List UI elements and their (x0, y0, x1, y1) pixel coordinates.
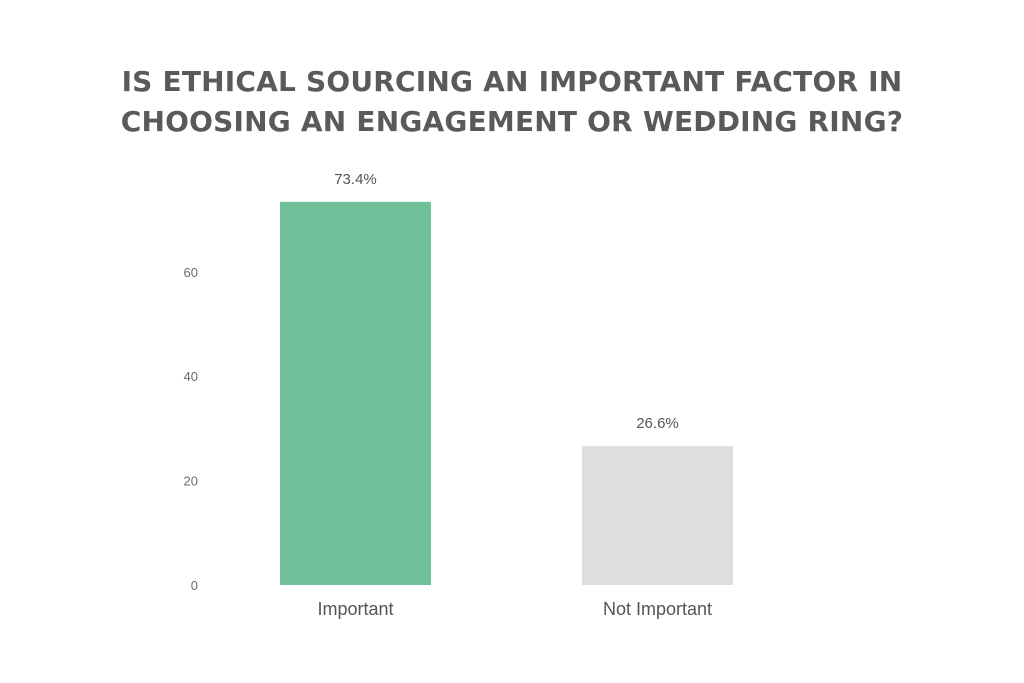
x-tick-label: Important (317, 599, 393, 619)
data-label: 26.6% (636, 415, 679, 432)
bar-not-important (582, 446, 733, 585)
y-tick-label: 20 (184, 474, 198, 489)
y-tick-label: 0 (191, 578, 198, 593)
bar-important (280, 201, 431, 586)
data-label: 73.4% (334, 171, 377, 188)
y-tick-label: 40 (184, 369, 198, 384)
y-tick-label: 60 (184, 265, 198, 280)
chart-title-line-2: CHOOSING AN ENGAGEMENT OR WEDDING RING? (120, 105, 904, 138)
chart-title-line-1: IS ETHICAL SOURCING AN IMPORTANT FACTOR … (121, 65, 903, 98)
chart-title: IS ETHICAL SOURCING AN IMPORTANT FACTOR … (0, 62, 1024, 142)
x-tick-label: Not Important (603, 599, 712, 619)
